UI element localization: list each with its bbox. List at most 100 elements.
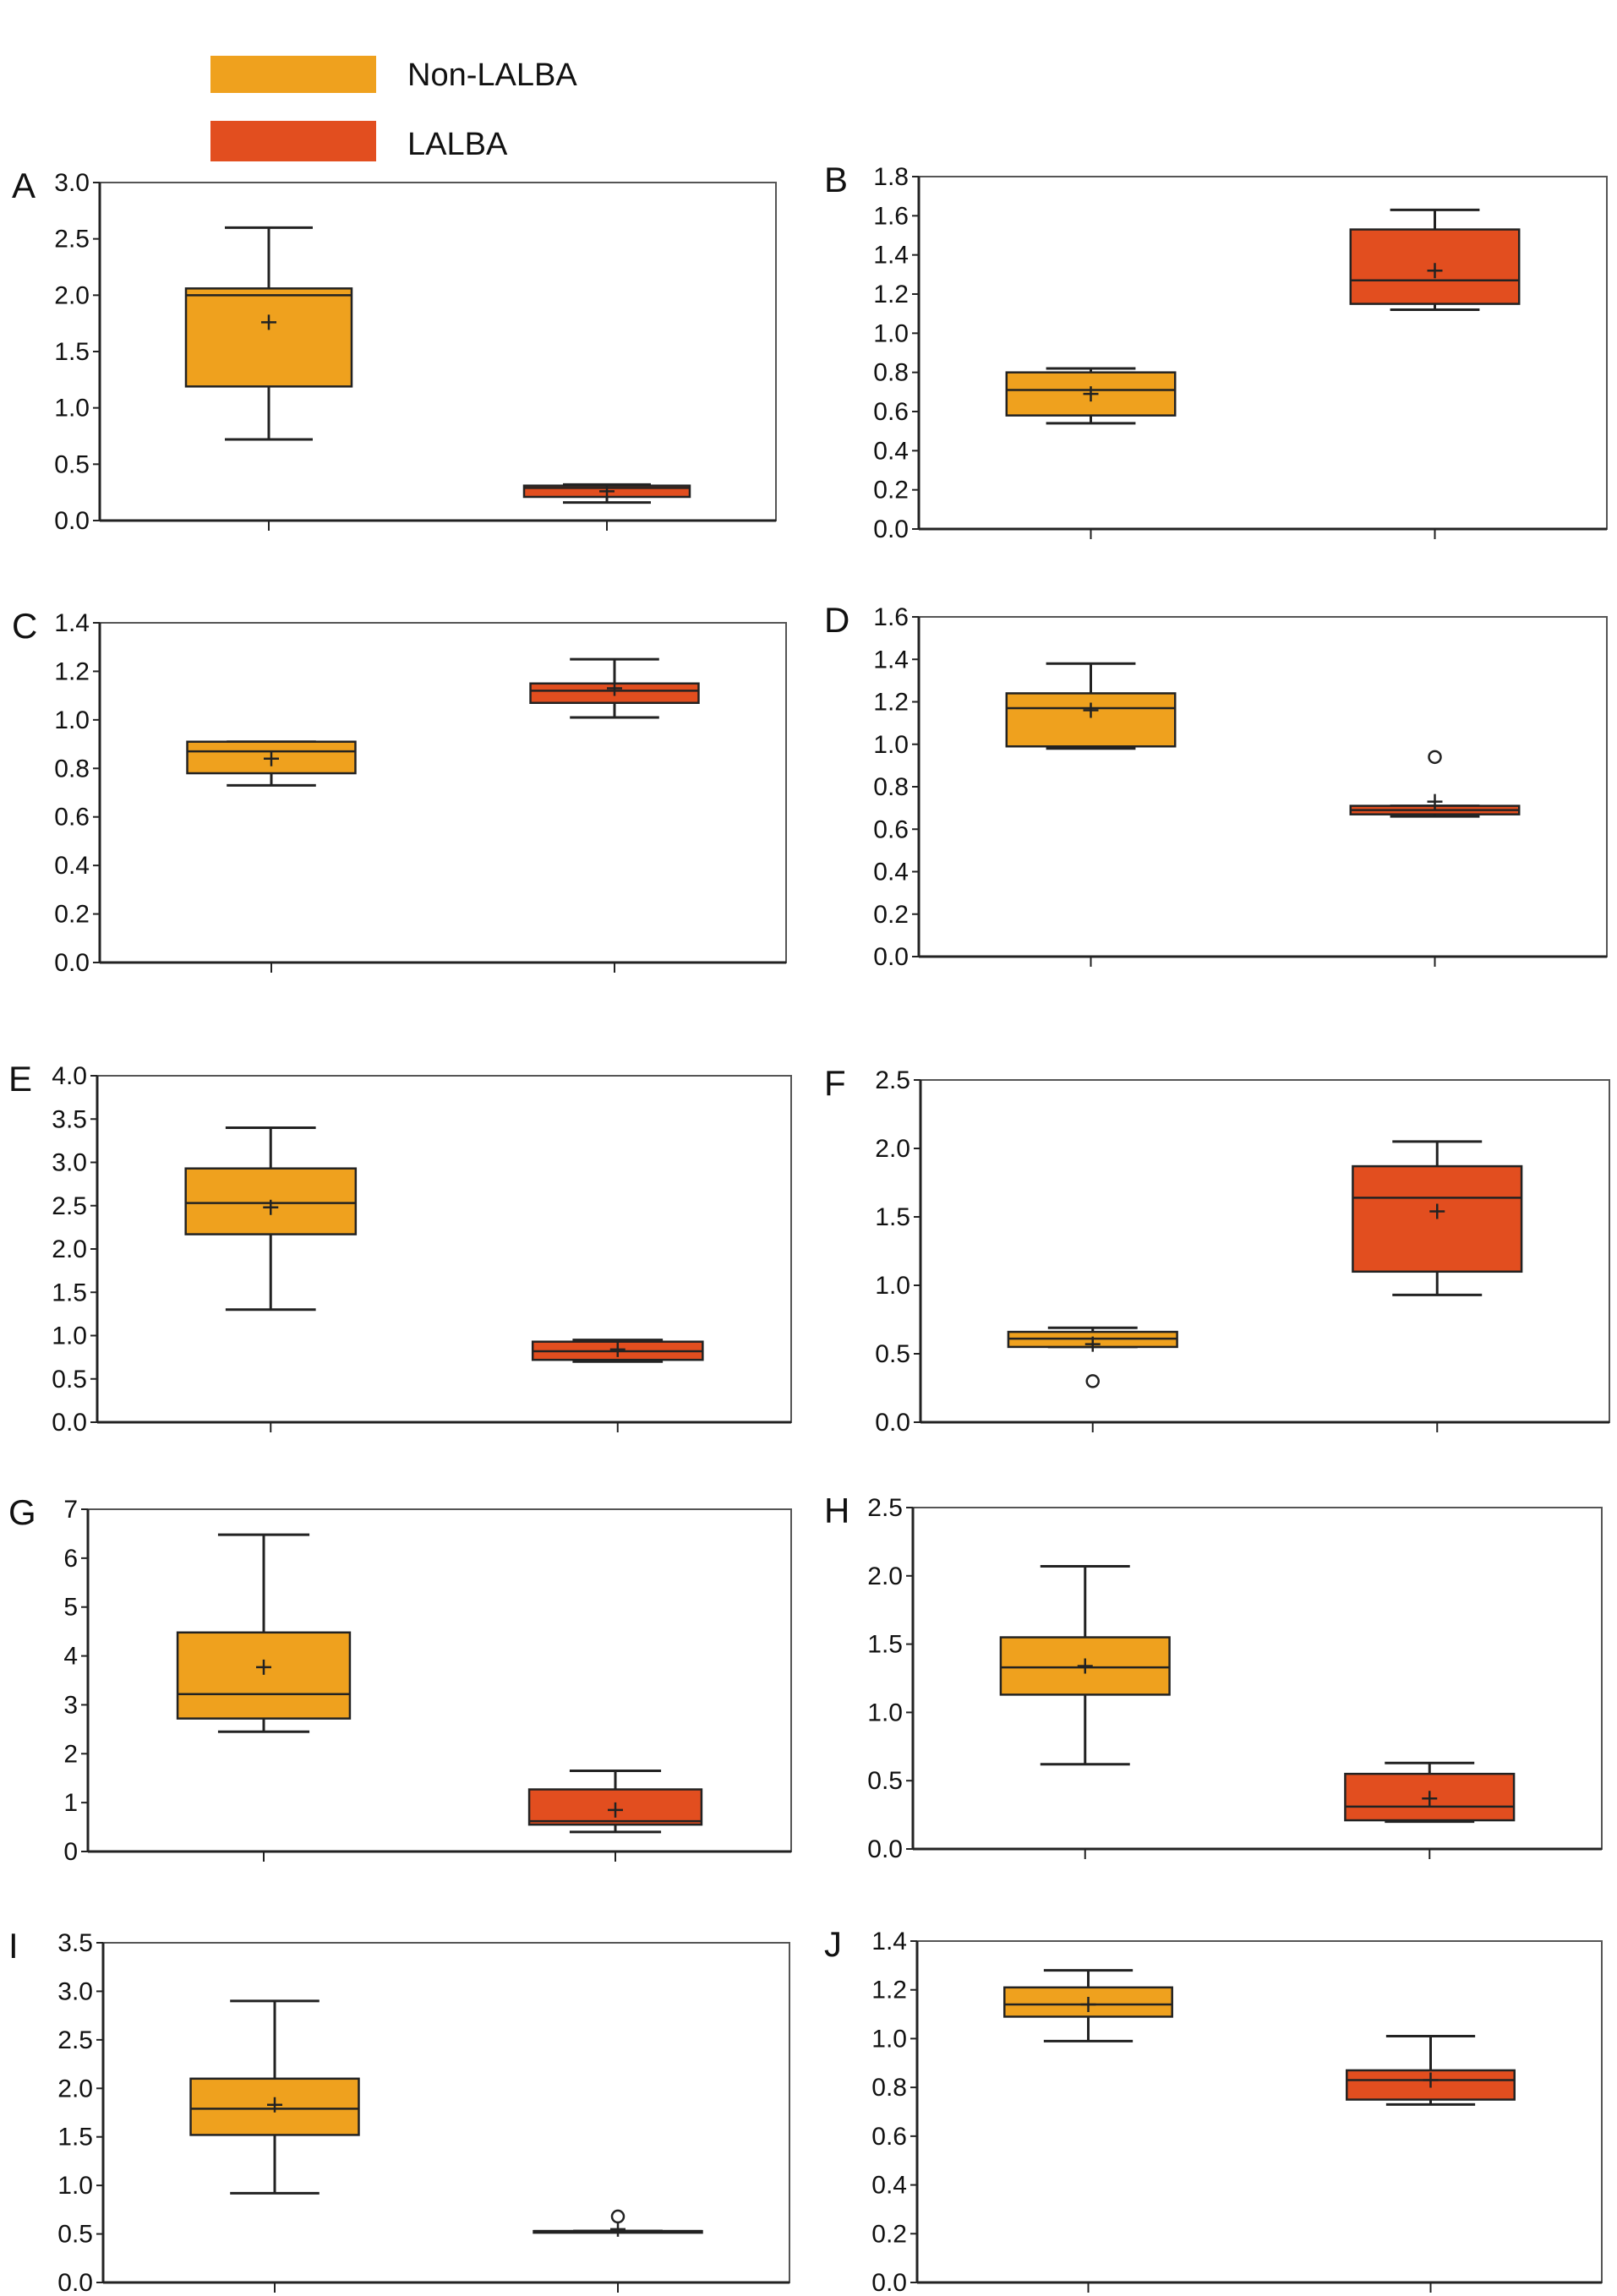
- y-tick-label: 3.0: [52, 1149, 87, 1177]
- mean-marker: [607, 680, 622, 696]
- y-tick-label: 0.0: [875, 1409, 910, 1437]
- box-non-lalba: [184, 226, 353, 531]
- legend-label-lalba: LALBA: [407, 127, 508, 162]
- y-tick-label: 0.8: [871, 2074, 907, 2102]
- y-tick-label: 0.4: [873, 437, 909, 465]
- y-tick-label: 0.4: [873, 859, 909, 886]
- panel-c: C 0.0 0.2 0.4 0.6 0.8 1.0 1.2 1.4: [12, 606, 787, 977]
- y-tick-label: 1.5: [57, 2124, 93, 2151]
- y-tick-label: 2.5: [52, 1192, 87, 1220]
- y-tick-label: 0.6: [873, 815, 909, 843]
- box-non-lalba: [1005, 367, 1177, 539]
- box-non-lalba: [1003, 1969, 1173, 2293]
- mean-marker: [1080, 1997, 1096, 2013]
- mean-marker: [1423, 2072, 1439, 2088]
- box-non-lalba: [999, 1564, 1171, 1859]
- y-tick-label: 0.0: [54, 507, 90, 535]
- legend-swatch-lalba: [210, 121, 376, 161]
- mean-marker: [1083, 702, 1099, 718]
- legend-swatch-non-lalba: [210, 56, 376, 93]
- y-tick-label: 1.2: [873, 281, 909, 308]
- y-tick-label: 0.8: [873, 773, 909, 801]
- box-lalba: [527, 1770, 703, 1862]
- y-tick-label: 2: [63, 1740, 78, 1768]
- y-tick-label: 0.8: [54, 755, 90, 783]
- y-tick-label: 2.0: [52, 1235, 87, 1263]
- mean-marker: [261, 314, 276, 330]
- y-tick-label: 0.5: [52, 1366, 87, 1393]
- panel-label: J: [824, 1924, 842, 1964]
- mean-marker: [599, 483, 615, 499]
- panel-label: B: [824, 160, 848, 199]
- outlier-point: [610, 2209, 625, 2224]
- y-tick-label: 3: [63, 1691, 78, 1719]
- y-tick-label: 1.2: [871, 1977, 907, 2004]
- y-tick-label: 0.0: [57, 2269, 93, 2296]
- box-lalba: [1352, 1140, 1523, 1432]
- y-tick-label: 0.0: [873, 515, 909, 543]
- y-tick-label: 1.0: [871, 2025, 907, 2053]
- y-tick-label: 1.0: [54, 395, 90, 423]
- y-tick-label: 4.0: [52, 1062, 87, 1090]
- y-tick-label: 0.5: [57, 2221, 93, 2249]
- panel-d: D 0.0 0.2 0.4 0.6 0.8 1.0 1.2 1.4 1.6: [824, 600, 1608, 971]
- box-lalba: [1344, 1761, 1516, 1859]
- y-tick-label: 1.4: [54, 609, 90, 637]
- y-tick-label: 1.0: [875, 1272, 910, 1300]
- plot-frame: [96, 1075, 792, 1423]
- y-tick-label: 3.5: [52, 1105, 87, 1133]
- panel-f: F 0.0 0.5 1.0 1.5 2.0 2.5: [824, 1063, 1610, 1437]
- y-tick-label: 1.0: [52, 1323, 87, 1350]
- y-tick-label: 1.4: [871, 1928, 907, 1955]
- y-tick-label: 0.5: [867, 1767, 903, 1795]
- box-lalba: [529, 657, 700, 973]
- panel-label: E: [8, 1059, 32, 1099]
- mean-marker: [1077, 1658, 1093, 1674]
- panel-e: E 0.0 0.5 1.0 1.5 2.0 2.5 3.0 3.5 4.0: [8, 1059, 792, 1437]
- mean-marker: [1083, 386, 1099, 402]
- y-tick-label: 1: [63, 1789, 78, 1817]
- mean-marker: [610, 2221, 625, 2237]
- mean-marker: [1427, 263, 1443, 279]
- y-tick-label: 1.2: [873, 689, 909, 717]
- mean-marker: [263, 1199, 279, 1215]
- y-tick-label: 5: [63, 1594, 78, 1622]
- iqr-box: [1005, 692, 1177, 748]
- y-tick-label: 0.0: [52, 1409, 87, 1437]
- mean-marker: [256, 1659, 271, 1675]
- panels: A 0.0 0.5 1.0 1.5 2.0 2.5 3.0 B 0.0 0.2 0.4 0.6 0.8 1.…: [8, 160, 1610, 2296]
- mean-marker: [1422, 1791, 1438, 1807]
- y-tick-label: 0.8: [873, 359, 909, 387]
- y-tick-label: 0.6: [54, 804, 90, 832]
- mean-marker: [608, 1802, 623, 1818]
- y-tick-label: 0.0: [867, 1835, 903, 1863]
- y-tick-label: 1.4: [873, 646, 909, 674]
- panel-g: G 0 1 2 3 4 5 6 7: [8, 1492, 792, 1866]
- mean-marker: [264, 750, 279, 766]
- y-tick-label: 2.0: [875, 1135, 910, 1163]
- mean-marker: [609, 1341, 625, 1357]
- y-tick-label: 6: [63, 1545, 78, 1573]
- y-tick-label: 2.5: [875, 1066, 910, 1094]
- y-tick-label: 0.4: [54, 852, 90, 880]
- box-non-lalba: [189, 1999, 360, 2293]
- legend: Non-LALBA LALBA: [210, 56, 577, 162]
- y-tick-label: 0.2: [54, 901, 90, 929]
- y-tick-label: 1.5: [54, 338, 90, 366]
- y-tick-label: 3.0: [54, 169, 90, 197]
- mean-marker: [267, 2097, 282, 2113]
- y-tick-label: 1.0: [54, 706, 90, 734]
- y-tick-label: 1.2: [54, 657, 90, 685]
- box-non-lalba: [1005, 662, 1177, 967]
- y-tick-label: 0.0: [873, 943, 909, 971]
- y-tick-label: 2.5: [867, 1494, 903, 1522]
- box-lalba: [522, 483, 691, 531]
- panel-h: H 0.0 0.5 1.0 1.5 2.0 2.5: [824, 1491, 1603, 1863]
- plot-frame: [99, 622, 787, 963]
- mean-marker: [1429, 1203, 1445, 1219]
- y-tick-label: 2.0: [867, 1562, 903, 1590]
- y-tick-label: 0.0: [54, 949, 90, 977]
- panel-b: B 0.0 0.2 0.4 0.6 0.8 1.0 1.2 1.4 1.6 1.8: [824, 160, 1608, 543]
- panel-label: A: [12, 166, 36, 205]
